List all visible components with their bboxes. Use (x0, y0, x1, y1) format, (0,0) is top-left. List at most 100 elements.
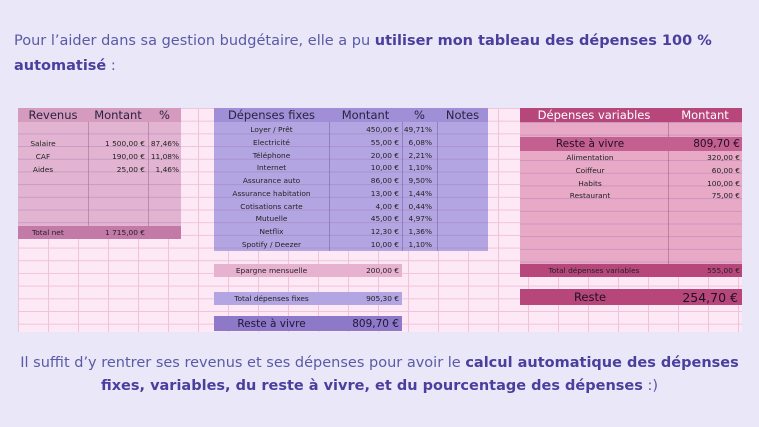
revenus-row-label: Salaire (30, 139, 56, 149)
fixes-row-pct: 0,44% (408, 201, 432, 211)
fixes-row-amount: 45,00 € (370, 214, 399, 224)
fixes-total-row: Total dépenses fixes 905,30 € (214, 292, 402, 305)
fixes-row[interactable]: Assurance auto 86,00 € 9,50% (214, 174, 488, 187)
variables-row[interactable]: Coiffeur 60,00 € (520, 164, 742, 177)
variables-row-label: Coiffeur (575, 166, 605, 176)
fixes-reste-amount: 809,70 € (352, 317, 399, 330)
intro-text-end: : (106, 58, 116, 74)
fixes-row[interactable]: Internet 10,00 € 1,10% (214, 162, 488, 175)
fixes-row-pct: 6,08% (408, 138, 432, 148)
outro-text-bold: calcul automatique des dépenses fixes, v… (100, 355, 739, 394)
variables-reste-amount: 809,70 € (693, 138, 740, 150)
variables-block: Reste à vivre 809,70 € Alimentation 320,0… (520, 122, 742, 264)
fixes-row-label: Loyer / Prêt (250, 125, 293, 135)
variables-row-label: Habits (578, 178, 602, 188)
fixes-row[interactable]: Electricité 55,00 € 6,08% (214, 136, 488, 149)
fixes-row-pct: 1,44% (408, 188, 432, 198)
revenus-header-row: Revenus Montant % (18, 108, 181, 122)
fixes-row[interactable]: Spotify / Deezer 10,00 € 1,10% (214, 238, 488, 251)
revenus-block: Revenus Montant % Salaire 1 500,00 € 87,… (18, 108, 181, 239)
intro-text-start: Pour l’aider dans sa gestion budgétaire,… (14, 33, 375, 49)
fixes-row[interactable]: Loyer / Prêt 450,00 € 49,71% (214, 124, 488, 137)
revenus-row-amount: 25,00 € (116, 164, 145, 174)
fixes-row-pct: 1,36% (408, 226, 432, 236)
revenus-total-row: Total net 1 715,00 € (18, 226, 181, 239)
revenus-header-amount: Montant (94, 108, 142, 122)
fixes-row-label: Electricité (253, 138, 290, 148)
fixes-row-amount: 86,00 € (370, 176, 399, 186)
variables-row-amount: 60,00 € (711, 166, 740, 176)
fixes-header-label: Dépenses fixes (227, 108, 316, 122)
fixes-epargne-amount: 200,00 € (366, 265, 399, 275)
fixes-row-amount: 55,00 € (370, 138, 399, 148)
variables-reste-row: Reste à vivre 809,70 € (520, 137, 742, 151)
fixes-row-label: Cotisations carte (240, 201, 303, 211)
fixes-header-row: Dépenses fixes Montant % Notes (214, 108, 488, 122)
variables-row[interactable]: Habits 100,00 € (520, 177, 742, 190)
revenus-row-salaire[interactable]: Salaire 1 500,00 € 87,46% (18, 138, 181, 151)
fixes-block: Dépenses fixes Montant % Notes Loyer / P… (214, 108, 488, 251)
revenus-row-pct: 1,46% (155, 164, 179, 174)
revenus-header-label: Revenus (28, 108, 78, 122)
fixes-row-amount: 20,00 € (370, 150, 399, 160)
fixes-row-amount: 450,00 € (366, 125, 399, 135)
fixes-row-label: Assurance habitation (232, 188, 311, 198)
revenus-row-label: CAF (35, 152, 51, 162)
variables-header-row: Dépenses variables Montant (520, 108, 742, 122)
fixes-reste-row: Reste à vivre 809,70 € (214, 316, 402, 331)
outro-text-end: :) (642, 378, 659, 394)
variables-total-label: Total dépenses variables (548, 265, 640, 275)
variables-row-amount: 100,00 € (707, 178, 740, 188)
fixes-row-pct: 1,10% (408, 239, 432, 249)
fixes-row-label: Assurance auto (242, 176, 301, 186)
revenus-row-aides[interactable]: Aides 25,00 € 1,46% (18, 163, 181, 176)
fixes-epargne-row[interactable]: Epargne mensuelle 200,00 € (214, 264, 402, 277)
variables-reste-label: Reste à vivre (555, 138, 625, 150)
revenus-row-caf[interactable]: CAF 190,00 € 11,08% (18, 150, 181, 163)
revenus-row-amount: 190,00 € (112, 152, 145, 162)
variables-final-label: Reste (573, 290, 607, 304)
spreadsheet: Revenus Montant % Salaire 1 500,00 € 87,… (18, 108, 742, 332)
fixes-row-amount: 10,00 € (370, 239, 399, 249)
revenus-row-pct: 87,46% (150, 139, 179, 149)
revenus-row-label: Aides (32, 164, 54, 174)
revenus-total-label: Total net (32, 227, 64, 237)
fixes-row-label: Mutuelle (255, 214, 288, 224)
variables-header-label: Dépenses variables (537, 108, 651, 122)
variables-final-amount: 254,70 € (682, 289, 738, 305)
fixes-row[interactable]: Cotisations carte 4,00 € 0,44% (214, 200, 488, 213)
intro-text: Pour l’aider dans sa gestion budgétaire,… (14, 29, 749, 79)
variables-row-amount: 320,00 € (707, 153, 740, 163)
revenus-row-amount: 1 500,00 € (105, 139, 145, 149)
fixes-row-pct: 1,10% (408, 163, 432, 173)
fixes-row-amount: 4,00 € (375, 201, 399, 211)
fixes-row-amount: 12,30 € (370, 226, 399, 236)
fixes-row-label: Netflix (259, 226, 284, 236)
fixes-total-amount: 905,30 € (366, 293, 399, 303)
fixes-header-notes: Notes (445, 108, 480, 122)
variables-final-row: Reste 254,70 € (520, 289, 742, 305)
variables-row-amount: 75,00 € (711, 191, 740, 201)
fixes-row[interactable]: Netflix 12,30 € 1,36% (214, 225, 488, 238)
revenus-row-pct: 11,08% (150, 152, 179, 162)
variables-row[interactable]: Alimentation 320,00 € (520, 152, 742, 165)
fixes-row-label: Spotify / Deezer (241, 239, 302, 249)
fixes-row-pct: 2,21% (408, 150, 432, 160)
variables-total-row: Total dépenses variables 555,00 € (520, 264, 742, 277)
revenus-header-pct: % (159, 108, 170, 122)
variables-row[interactable]: Restaurant 75,00 € (520, 190, 742, 203)
intro-text-bold: utiliser mon tableau des dépenses 100 % … (14, 33, 712, 74)
revenus-total-amount: 1 715,00 € (105, 227, 145, 237)
variables-header-amount: Montant (681, 108, 729, 122)
fixes-row[interactable]: Assurance habitation 13,00 € 1,44% (214, 187, 488, 200)
fixes-reste-label: Reste à vivre (237, 317, 306, 330)
fixes-header-pct: % (414, 108, 425, 122)
fixes-epargne-label: Epargne mensuelle (235, 265, 308, 275)
fixes-row[interactable]: Téléphone 20,00 € 2,21% (214, 149, 488, 162)
fixes-row[interactable]: Mutuelle 45,00 € 4,97% (214, 212, 488, 225)
variables-row-label: Alimentation (566, 153, 614, 163)
fixes-row-pct: 4,97% (408, 214, 432, 224)
fixes-row-amount: 10,00 € (370, 163, 399, 173)
variables-row-label: Restaurant (569, 191, 611, 201)
fixes-row-label: Téléphone (252, 150, 291, 160)
